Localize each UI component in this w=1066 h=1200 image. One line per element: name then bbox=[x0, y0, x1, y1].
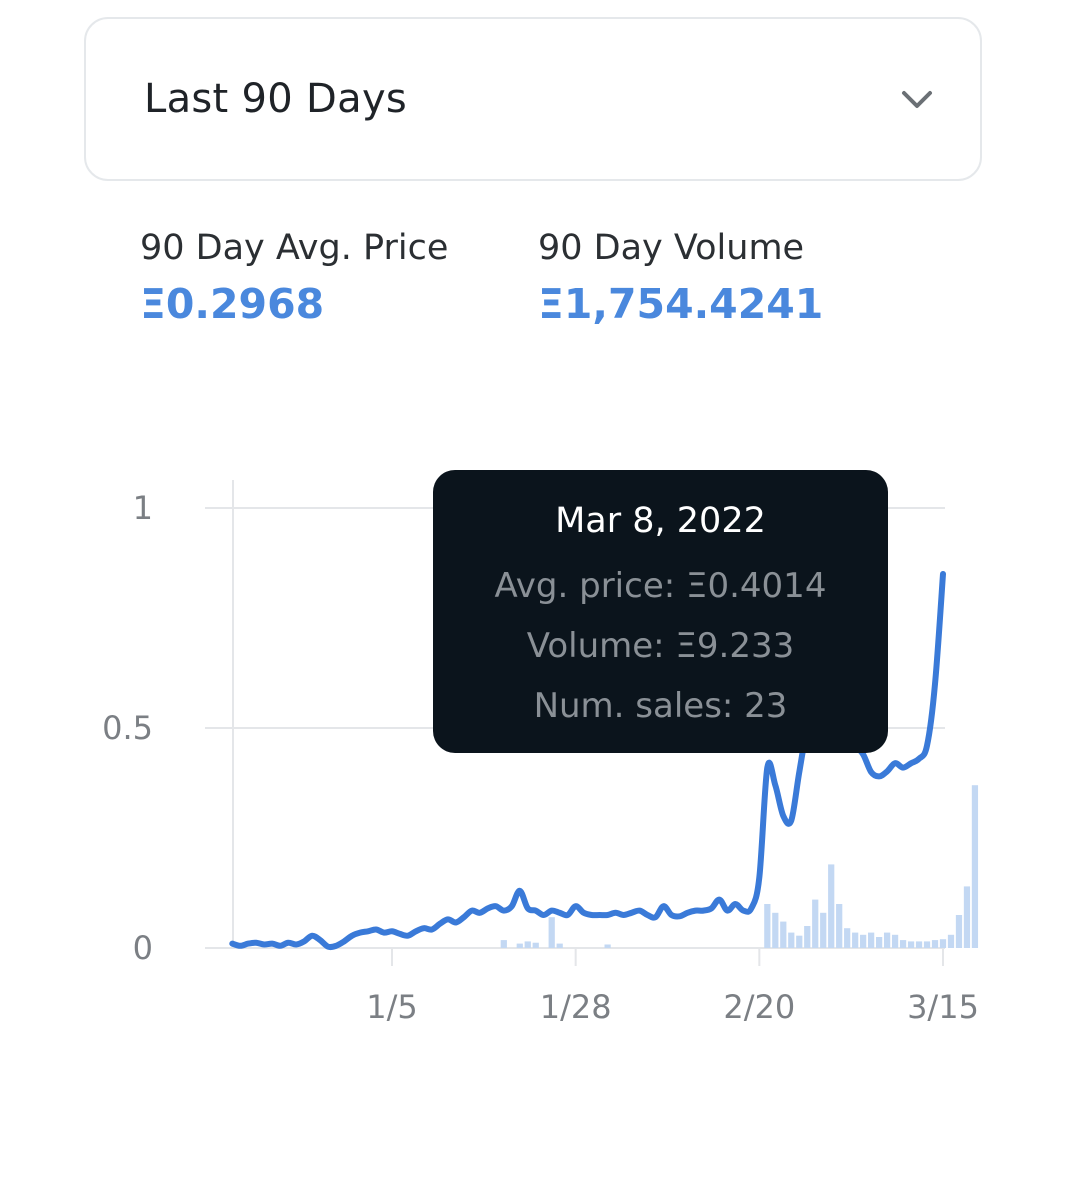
period-dropdown[interactable]: Last 90 Days bbox=[84, 17, 982, 181]
chevron-down-icon bbox=[902, 91, 932, 108]
x-tick-label: 2/20 bbox=[723, 988, 795, 1026]
volume-bar bbox=[923, 941, 931, 948]
volume-bar bbox=[500, 940, 507, 948]
volume-bar bbox=[907, 941, 915, 948]
volume-bar bbox=[788, 932, 795, 948]
volume-bar bbox=[931, 940, 939, 948]
volume-bar bbox=[772, 912, 779, 948]
y-tick-label: 1 bbox=[133, 489, 153, 527]
volume-label: 90 Day Volume bbox=[538, 228, 805, 268]
volume-bar bbox=[828, 864, 835, 948]
volume-stat: 90 Day Volume Ξ1,754.4241 bbox=[538, 222, 823, 334]
volume-bar bbox=[939, 939, 947, 948]
volume-bar bbox=[796, 935, 803, 948]
volume-bar bbox=[876, 937, 883, 948]
volume-bar bbox=[820, 912, 827, 948]
volume-bar bbox=[836, 904, 843, 948]
volume-bar bbox=[891, 934, 899, 948]
tooltip-num-sales: Num. sales: 23 bbox=[533, 686, 788, 726]
avg-price-label: 90 Day Avg. Price bbox=[140, 228, 449, 268]
volume-bar bbox=[947, 934, 955, 948]
x-tick-label: 1/5 bbox=[366, 988, 418, 1026]
tooltip-volume: Volume: Ξ9.233 bbox=[526, 626, 795, 666]
y-tick-label: 0 bbox=[133, 929, 153, 967]
volume-bar bbox=[780, 921, 787, 948]
volume-bar bbox=[868, 932, 875, 948]
volume-bar bbox=[548, 917, 555, 948]
tooltip-date: Mar 8, 2022 bbox=[555, 501, 766, 541]
chart-tooltip: Mar 8, 2022 Avg. price: Ξ0.4014 Volume: … bbox=[433, 470, 888, 753]
volume-bar bbox=[516, 943, 523, 948]
volume-bar bbox=[556, 943, 563, 948]
volume-bar bbox=[955, 915, 963, 948]
avg-price-value: Ξ0.2968 bbox=[140, 280, 325, 328]
period-dropdown-label: Last 90 Days bbox=[144, 76, 408, 122]
volume-bar bbox=[532, 942, 539, 948]
x-tick-label: 3/15 bbox=[907, 988, 979, 1026]
volume-bar bbox=[812, 899, 819, 948]
volume-bar bbox=[899, 940, 907, 948]
volume-bar bbox=[804, 926, 811, 948]
x-axis-ticks: 1/5 1/28 2/20 3/15 bbox=[366, 988, 979, 1026]
volume-bar bbox=[860, 934, 867, 948]
volume-bar bbox=[604, 944, 611, 948]
volume-bar bbox=[963, 886, 971, 948]
x-tick-label: 1/28 bbox=[540, 988, 612, 1026]
y-axis-ticks: 00.51 bbox=[102, 489, 153, 967]
volume-bar bbox=[764, 904, 771, 948]
volume-bars bbox=[500, 785, 979, 948]
y-tick-label: 0.5 bbox=[102, 709, 153, 747]
avg-price-stat: 90 Day Avg. Price Ξ0.2968 bbox=[140, 222, 448, 334]
volume-bar bbox=[524, 941, 531, 948]
volume-bar bbox=[971, 785, 979, 948]
volume-bar bbox=[852, 932, 859, 948]
volume-bar bbox=[883, 932, 891, 948]
volume-bar bbox=[844, 928, 851, 948]
tooltip-avg-price: Avg. price: Ξ0.4014 bbox=[494, 566, 827, 606]
volume-value: Ξ1,754.4241 bbox=[538, 280, 824, 328]
volume-bar bbox=[915, 941, 923, 948]
